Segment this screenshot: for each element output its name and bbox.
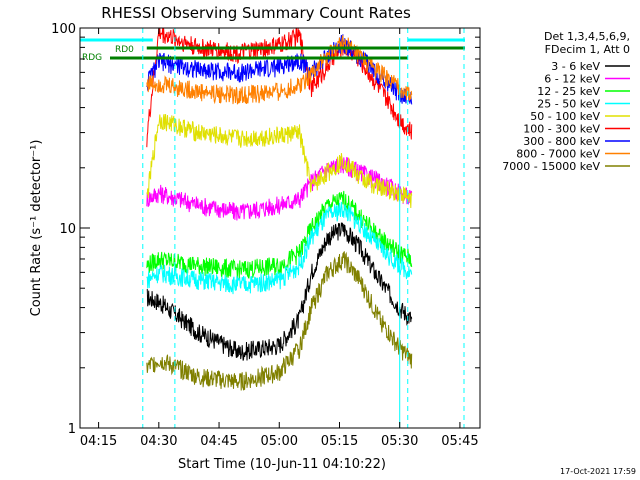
legend-label-8: 7000 - 15000 keV — [502, 160, 600, 173]
y-tick-label-2: 100 — [51, 22, 76, 37]
legend-label-5: 100 - 300 keV — [523, 123, 600, 136]
marker-label-rd0: RD0 — [115, 45, 134, 55]
legend: Det 1,3,4,5,6,9, FDecim 1, Att 0 3 - 6 k… — [502, 30, 630, 173]
legend-label-4: 50 - 100 keV — [530, 110, 600, 123]
legend-label-1: 6 - 12 keV — [544, 73, 600, 86]
footer-date: 17-Oct-2021 17:59 — [560, 467, 636, 476]
x-tick-label-3: 05:00 — [261, 434, 298, 449]
series-line-3 — [146, 201, 413, 295]
x-tick-label-0: 04:15 — [80, 434, 117, 449]
marker-label-rdg: RDG — [82, 53, 102, 63]
series-line-6 — [146, 34, 413, 105]
axis-layer: 04:15 04:30 04:45 05:00 05:15 05:30 05:45 1 10 10… — [51, 22, 480, 449]
series-line-4 — [146, 113, 413, 209]
legend-label-3: 25 - 50 keV — [537, 98, 600, 111]
y-axis-label: Count Rate (s⁻¹ detector⁻¹) — [29, 140, 44, 317]
legend-label-0: 3 - 6 keV — [551, 60, 600, 73]
x-tick-label-4: 05:15 — [321, 434, 358, 449]
x-tick-label-5: 05:30 — [381, 434, 418, 449]
y-tick-label-1: 10 — [59, 222, 76, 237]
chart-title: RHESSI Observing Summary Count Rates — [101, 4, 411, 22]
y-tick-label-0: 1 — [68, 422, 76, 437]
legend-header-line-2: FDecim 1, Att 0 — [545, 43, 630, 56]
series-line-8 — [146, 251, 413, 391]
marker-layer: RD0 RDG — [80, 28, 465, 428]
legend-label-7: 800 - 7000 keV — [516, 148, 600, 161]
x-tick-label-2: 04:45 — [200, 434, 237, 449]
series-line-7 — [146, 35, 413, 105]
series-layer — [146, 27, 413, 391]
x-tick-label-1: 04:30 — [140, 434, 177, 449]
x-axis-label: Start Time (10-Jun-11 04:10:22) — [178, 457, 386, 472]
legend-label-6: 300 - 800 keV — [523, 135, 600, 148]
legend-header-line-1: Det 1,3,4,5,6,9, — [544, 30, 630, 43]
x-tick-label-6: 05:45 — [441, 434, 478, 449]
series-line-0 — [146, 222, 413, 361]
legend-label-2: 12 - 25 keV — [537, 85, 600, 98]
